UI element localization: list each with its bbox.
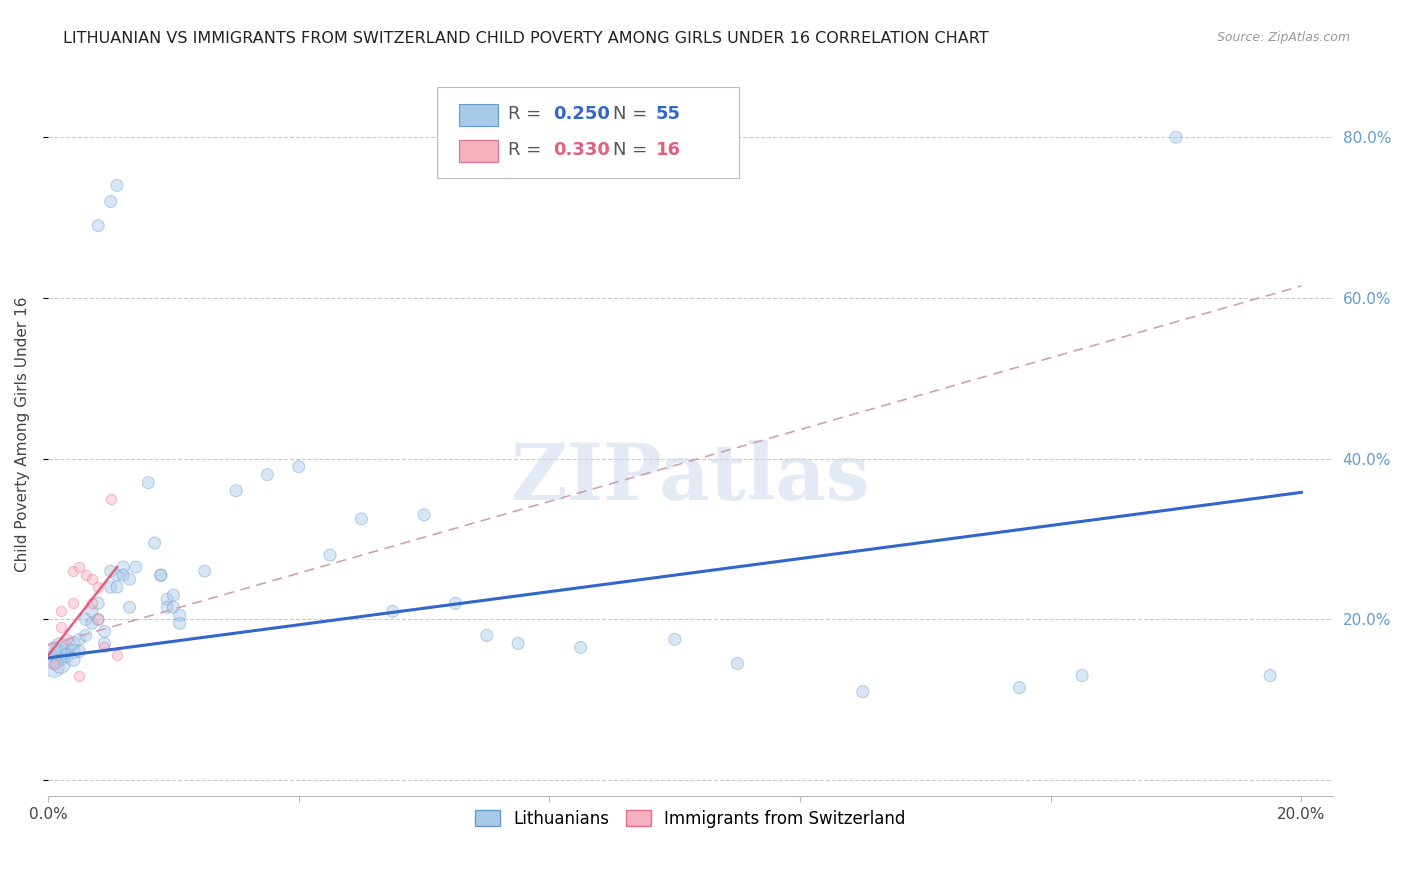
Text: N =: N = [613,141,654,160]
Point [44,657,66,671]
Point [80,616,103,631]
Legend: Lithuanians, Immigrants from Switzerland: Lithuanians, Immigrants from Switzerland [468,804,912,835]
Point [162,600,184,615]
Bar [460,140,498,162]
Point [105,568,128,582]
Point [569,640,592,655]
FancyBboxPatch shape [437,87,740,178]
Point [105,580,128,594]
Point [105,178,128,193]
Point [67,560,90,574]
Point [49,648,72,663]
Point [100,580,122,594]
Point [725,657,748,671]
Point [49,657,72,671]
Point [143,536,166,550]
Point [44,652,66,666]
Point [93,624,115,639]
Point [381,604,404,618]
Point [194,564,217,578]
Point [62,644,84,658]
Point [664,632,686,647]
Point [67,644,90,658]
Point [287,459,309,474]
Point [93,640,115,655]
Point [852,684,875,698]
Point [80,604,103,618]
Point [118,572,141,586]
Text: 55: 55 [655,105,681,123]
Point [75,612,97,626]
Point [62,564,84,578]
Point [1008,681,1031,695]
Point [112,568,135,582]
Point [75,628,97,642]
Point [44,644,66,658]
Point [1164,130,1187,145]
Point [149,568,172,582]
Text: R =: R = [508,105,547,123]
Point [319,548,342,562]
Point [118,600,141,615]
Point [49,604,72,618]
Point [80,596,103,610]
Point [100,194,122,209]
Point [156,592,179,607]
Point [136,475,159,490]
Point [49,620,72,634]
Point [256,467,278,482]
Point [100,564,122,578]
Point [93,636,115,650]
Point [100,491,122,506]
Point [87,596,110,610]
Point [506,636,529,650]
Y-axis label: Child Poverty Among Girls Under 16: Child Poverty Among Girls Under 16 [15,297,30,573]
Point [56,632,79,647]
Point [56,640,79,655]
Text: 16: 16 [655,141,681,160]
Point [1258,668,1281,682]
Point [125,560,148,574]
Point [44,660,66,674]
Point [87,612,110,626]
Text: 0.330: 0.330 [553,141,610,160]
Point [225,483,247,498]
Point [62,636,84,650]
Point [87,612,110,626]
Point [49,640,72,655]
Bar [460,104,498,126]
Point [475,628,498,642]
Point [112,560,135,574]
Point [67,668,90,682]
Point [62,596,84,610]
Point [105,648,128,663]
Point [169,608,191,623]
Point [62,652,84,666]
Point [67,632,90,647]
Point [87,219,110,233]
Point [444,596,467,610]
Point [56,648,79,663]
Text: Source: ZipAtlas.com: Source: ZipAtlas.com [1216,31,1350,45]
Point [162,588,184,602]
Point [149,568,172,582]
Point [80,572,103,586]
Text: LITHUANIAN VS IMMIGRANTS FROM SWITZERLAND CHILD POVERTY AMONG GIRLS UNDER 16 COR: LITHUANIAN VS IMMIGRANTS FROM SWITZERLAN… [63,31,988,46]
Point [1071,668,1094,682]
Text: ZIPatlas: ZIPatlas [510,440,870,516]
Text: N =: N = [613,105,654,123]
Point [156,600,179,615]
Text: 0.250: 0.250 [553,105,610,123]
Text: R =: R = [508,141,547,160]
Point [413,508,436,522]
Point [75,568,97,582]
Point [169,616,191,631]
Point [87,580,110,594]
Point [350,512,373,526]
